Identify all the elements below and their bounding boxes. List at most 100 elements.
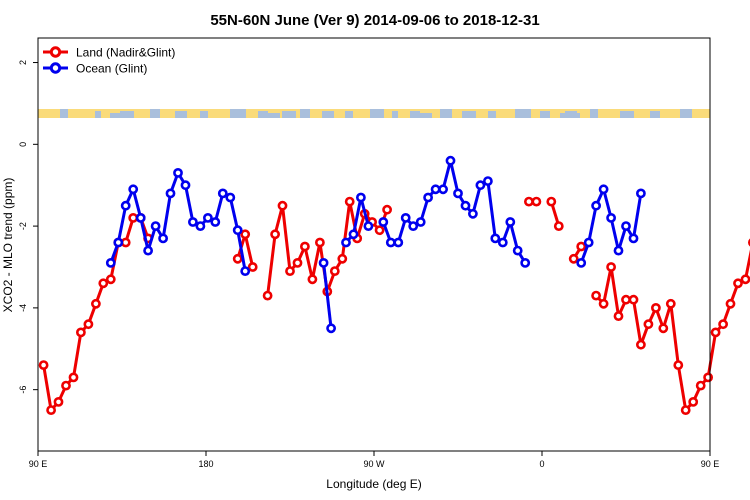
data-point [135, 212, 146, 223]
data-point [165, 188, 176, 199]
data-point [393, 237, 404, 248]
legend: Land (Nadir&Glint) Ocean (Glint) [43, 46, 175, 76]
y-tick-label: -4 [18, 304, 28, 312]
strip-ocean-patch [175, 111, 187, 118]
data-point [482, 176, 493, 186]
data-point [520, 257, 531, 268]
data-point [355, 192, 366, 203]
data-point [591, 290, 601, 301]
data-point [613, 311, 624, 321]
data-point [680, 405, 691, 415]
data-point [314, 237, 325, 248]
strip-ocean-patch [650, 111, 660, 118]
data-point [382, 204, 392, 215]
data-point [120, 200, 131, 211]
data-point [591, 200, 601, 211]
data-point [505, 217, 516, 227]
data-point [341, 237, 351, 248]
strip-ocean-patch [282, 111, 296, 118]
series-line [322, 262, 333, 329]
data-point [598, 298, 609, 309]
strip-ocean-patch [680, 109, 692, 118]
axes: 90 E 180 90 W 0 90 E 2 0 -2 -4 -6 [18, 60, 719, 469]
y-tick-label: 2 [18, 60, 28, 65]
data-point [363, 221, 374, 231]
data-point [725, 298, 736, 309]
legend-marker-land [49, 46, 62, 58]
data-point [337, 253, 348, 264]
data-point [326, 323, 336, 334]
y-axis-title: XCO2 - MLO trend (ppm) [1, 178, 15, 313]
series-line [344, 196, 370, 244]
data-point [143, 245, 153, 256]
data-point [621, 221, 631, 231]
x-tick-label: 0 [539, 459, 544, 469]
data-point [553, 221, 564, 231]
strip-ocean-patch [488, 111, 496, 118]
data-point [378, 217, 389, 227]
strip-ocean-patch [345, 111, 353, 118]
data-point [490, 233, 501, 244]
data-point [53, 396, 64, 407]
strip-ocean-patch [410, 113, 432, 118]
data-point [524, 196, 534, 207]
data-point [613, 245, 624, 256]
strip-ocean-patch [515, 109, 531, 118]
legend-label-land: Land (Nadir&Glint) [76, 46, 175, 60]
data-point [460, 200, 471, 211]
strip-ocean-patch [230, 109, 246, 118]
strip-ocean-patch [590, 109, 598, 118]
data-point [385, 237, 396, 248]
data-point [307, 274, 318, 285]
x-tick-label: 90 E [701, 459, 720, 469]
data-point [740, 274, 750, 285]
data-point [299, 241, 310, 252]
x-tick-label: 180 [198, 459, 213, 469]
data-point [217, 188, 228, 199]
data-point [344, 196, 355, 207]
data-point [68, 372, 79, 383]
data-point [695, 380, 706, 391]
data-point [643, 319, 654, 330]
data-point [628, 233, 639, 244]
data-point [531, 196, 542, 207]
data-point [576, 241, 587, 252]
data-point [113, 237, 124, 248]
data-point [651, 302, 661, 313]
data-point [628, 294, 639, 305]
data-point [606, 262, 616, 272]
data-point [512, 245, 523, 256]
data-point [576, 257, 587, 268]
data-point [91, 298, 101, 309]
strip-ocean-patch [300, 109, 310, 118]
strip-ocean-patch [60, 109, 68, 118]
series-0 [38, 196, 750, 415]
data-point [688, 396, 699, 407]
y-tick-label: -6 [18, 386, 28, 394]
data-point [400, 212, 411, 223]
strip-ocean-patch [560, 113, 580, 118]
strip-ocean-patch [620, 111, 634, 118]
data-point [703, 372, 713, 383]
data-point [83, 319, 94, 330]
strip-ocean-patch [260, 113, 280, 118]
strip-ocean-patch [150, 109, 160, 118]
strip-ocean-patch [370, 109, 384, 118]
data-point [128, 184, 139, 195]
data-point [210, 217, 221, 227]
data-point [202, 212, 213, 223]
strip-ocean-patch [540, 111, 550, 118]
data-point [430, 184, 441, 195]
data-point [665, 298, 676, 309]
data-point [270, 229, 280, 240]
legend-label-ocean: Ocean (Glint) [76, 62, 147, 76]
data-point [225, 192, 236, 203]
data-point [673, 360, 684, 370]
data-point [467, 208, 478, 219]
data-point [180, 180, 191, 191]
strip-ocean-patch [392, 111, 398, 118]
data-point [423, 192, 433, 203]
data-point [606, 212, 616, 223]
